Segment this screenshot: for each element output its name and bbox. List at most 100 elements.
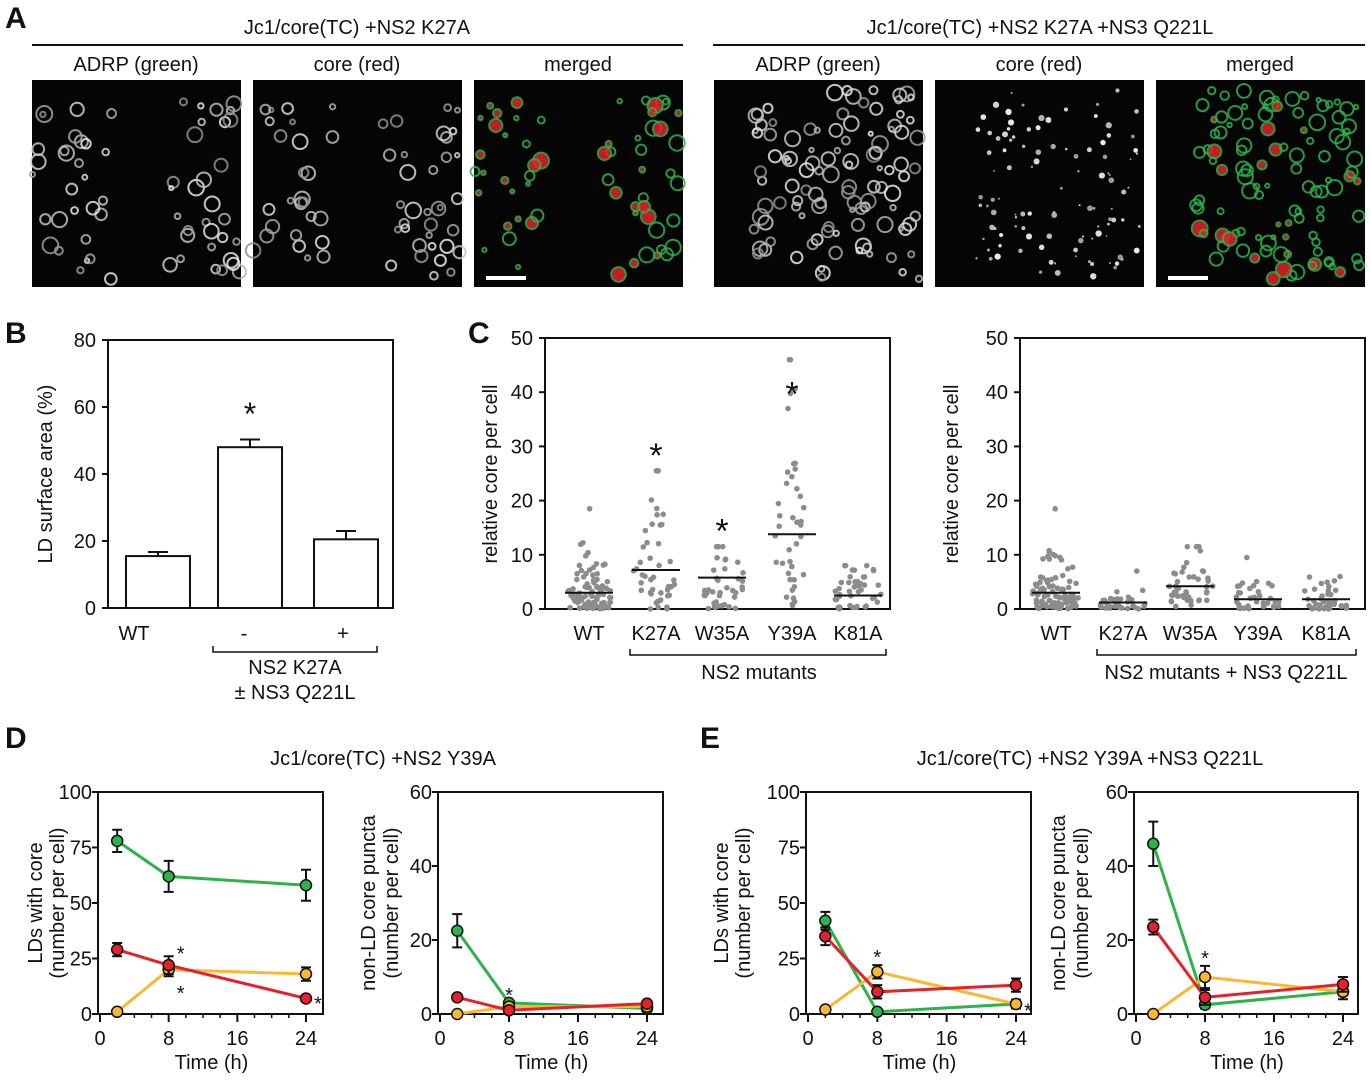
lipid-droplet [1209, 128, 1221, 140]
data-point [1058, 603, 1065, 609]
lipid-droplet [475, 149, 486, 160]
x-tick-label: 24 [1332, 1028, 1354, 1050]
data-point [773, 559, 780, 566]
data-point [577, 594, 584, 601]
y-axis-label: (number per cell) [47, 827, 69, 978]
puncta [990, 197, 995, 202]
data-point [1065, 584, 1072, 591]
lipid-droplet [828, 245, 843, 261]
puncta [1121, 218, 1125, 222]
lipid-droplet [312, 210, 329, 227]
lipid-droplet [1260, 234, 1277, 252]
data-point-yellow [1009, 997, 1023, 1011]
data-point [776, 512, 783, 519]
lipid-droplet [814, 196, 827, 210]
puncta [1108, 173, 1111, 177]
data-point [648, 497, 655, 503]
data-point [1256, 593, 1263, 599]
lipid-droplet [1288, 204, 1302, 217]
data-point [640, 544, 647, 550]
significance-asterisk: * [1201, 948, 1209, 970]
data-point [779, 560, 786, 567]
lipid-droplet [814, 165, 824, 176]
puncta [1010, 92, 1013, 94]
puncta [1063, 107, 1069, 112]
lipid-droplet [218, 212, 231, 226]
data-point [1052, 575, 1059, 581]
micrograph [1156, 80, 1366, 287]
lipid-droplet [1284, 90, 1301, 107]
data-point [1046, 583, 1053, 590]
lipid-droplet [65, 182, 79, 196]
lipid-droplet [747, 107, 765, 124]
channel-label: merged [544, 54, 612, 76]
group-bracket [1096, 649, 1357, 656]
data-point [607, 594, 614, 601]
lipid-droplet [104, 272, 118, 286]
data-point [660, 511, 666, 518]
data-point [1128, 596, 1135, 603]
lipid-droplet [1193, 194, 1206, 207]
lipid-droplet [427, 241, 437, 251]
puncta [985, 204, 989, 208]
lipid-droplet [469, 165, 481, 177]
data-point [666, 592, 673, 599]
lipid-droplet [604, 139, 613, 148]
data-point [1246, 605, 1252, 612]
data-point [576, 562, 583, 569]
x-tick-label: 0 [1130, 1028, 1141, 1050]
puncta [1014, 216, 1018, 219]
puncta [986, 150, 992, 156]
lipid-droplet [50, 211, 69, 229]
puncta [1078, 204, 1081, 207]
puncta [982, 237, 985, 241]
lipid-droplet [106, 108, 117, 120]
data-point [783, 594, 790, 600]
lipid-droplet [264, 116, 275, 127]
data-point [1325, 591, 1331, 597]
lipid-droplet [450, 192, 465, 206]
data-point [1311, 586, 1318, 592]
data-point [642, 573, 648, 580]
lipid-droplet [828, 122, 844, 138]
data-point [574, 570, 580, 577]
lipid-droplet [521, 139, 531, 149]
puncta [1092, 206, 1096, 210]
x-axis-label: Time (h) [883, 1052, 957, 1074]
lipid-droplet [389, 114, 404, 128]
lipid-droplet [513, 115, 520, 122]
lipid-droplet [377, 118, 389, 130]
data-point [1168, 598, 1175, 605]
puncta [1110, 207, 1113, 210]
data-point [1180, 594, 1187, 601]
significance-asterisk: * [649, 437, 662, 475]
data-point [607, 599, 613, 605]
lipid-droplet [1271, 100, 1283, 113]
lipid-droplet [454, 152, 461, 159]
data-point [593, 584, 600, 590]
lipid-droplet [1352, 176, 1362, 186]
lipid-droplet [1331, 109, 1347, 125]
data-point [1193, 543, 1200, 550]
data-point [1239, 580, 1246, 586]
data-point [1186, 574, 1193, 580]
data-point [591, 579, 597, 586]
puncta [1077, 169, 1080, 173]
lipid-droplet [781, 150, 799, 168]
x-tick-label: 0 [434, 1028, 445, 1050]
y-axis-label: non-LD core puncta [1048, 814, 1070, 991]
data-point [1332, 587, 1339, 594]
data-point [792, 460, 799, 467]
micrograph [244, 80, 467, 287]
panel-label-e: E [700, 722, 720, 755]
lipid-droplet [396, 200, 406, 210]
lipid-droplet [1260, 121, 1276, 137]
puncta [1051, 212, 1058, 218]
lipid-droplet [867, 179, 881, 194]
data-point [590, 572, 596, 578]
micrograph-background [253, 80, 462, 287]
lipid-droplet [180, 227, 196, 243]
lipid-droplet [855, 246, 864, 255]
puncta [1053, 262, 1057, 265]
lipid-droplet [195, 171, 213, 188]
